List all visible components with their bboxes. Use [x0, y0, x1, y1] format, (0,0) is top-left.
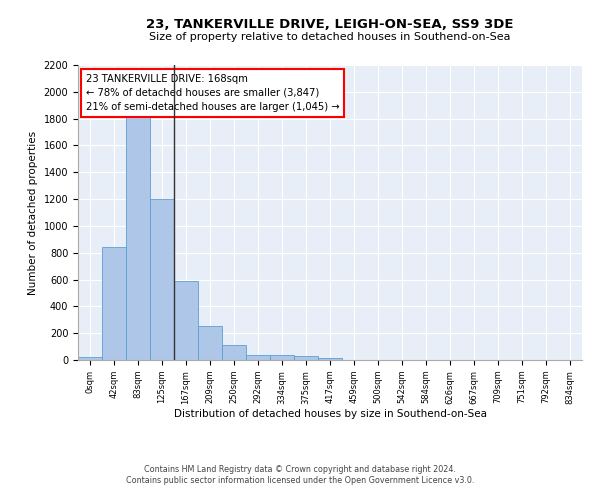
Bar: [126, 101, 150, 360]
Text: Contains HM Land Registry data © Crown copyright and database right 2024.: Contains HM Land Registry data © Crown c…: [144, 465, 456, 474]
Bar: [198, 326, 222, 360]
X-axis label: Distribution of detached houses by size in Southend-on-Sea: Distribution of detached houses by size …: [173, 410, 487, 420]
Text: 23 TANKERVILLE DRIVE: 168sqm
← 78% of detached houses are smaller (3,847)
21% of: 23 TANKERVILLE DRIVE: 168sqm ← 78% of de…: [86, 74, 339, 112]
Bar: [102, 248, 126, 360]
Bar: [150, 199, 174, 360]
Text: 23, TANKERVILLE DRIVE, LEIGH-ON-SEA, SS9 3DE: 23, TANKERVILLE DRIVE, LEIGH-ON-SEA, SS9…: [146, 18, 514, 30]
Bar: [270, 355, 294, 360]
Text: Contains public sector information licensed under the Open Government Licence v3: Contains public sector information licen…: [126, 476, 474, 485]
Bar: [246, 354, 270, 360]
Bar: [318, 358, 342, 360]
Y-axis label: Number of detached properties: Number of detached properties: [28, 130, 38, 294]
Text: Size of property relative to detached houses in Southend-on-Sea: Size of property relative to detached ho…: [149, 32, 511, 42]
Bar: [78, 358, 102, 360]
Bar: [294, 356, 318, 360]
Bar: [174, 281, 198, 360]
Bar: [222, 344, 246, 360]
